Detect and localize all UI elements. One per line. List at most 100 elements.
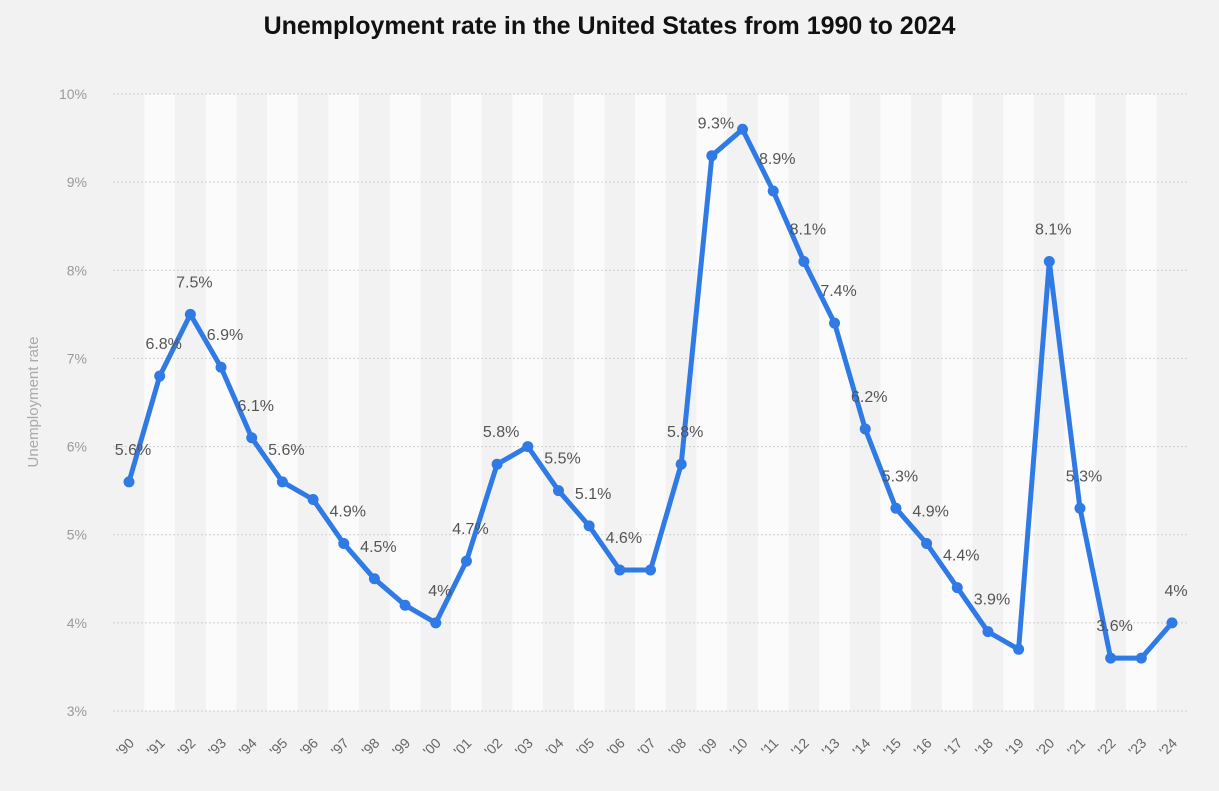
data-label: 5.8% xyxy=(483,424,519,441)
x-tick-label: '17 xyxy=(941,735,965,759)
x-tick-label: '98 xyxy=(358,735,382,759)
column-band xyxy=(635,94,666,711)
data-point xyxy=(1166,617,1178,629)
data-point xyxy=(552,485,564,497)
data-points xyxy=(123,123,1178,664)
x-tick-label: '22 xyxy=(1095,735,1119,759)
column-band xyxy=(481,94,513,711)
column-band xyxy=(113,94,145,711)
x-tick-label: '91 xyxy=(144,735,168,759)
data-label: 5.8% xyxy=(667,424,703,441)
data-label: 8.1% xyxy=(1035,221,1071,238)
data-point xyxy=(246,432,258,444)
data-label: 4.6% xyxy=(606,530,642,547)
x-tick-label: '90 xyxy=(113,735,137,759)
data-label: 3.9% xyxy=(974,592,1010,609)
x-tick-label: '00 xyxy=(420,735,444,759)
data-point xyxy=(338,538,350,550)
column-band xyxy=(1125,94,1157,711)
x-tick-label: '92 xyxy=(174,735,198,759)
y-tick-label: 10% xyxy=(59,86,87,102)
y-tick-label: 7% xyxy=(67,350,87,366)
x-tick-label: '14 xyxy=(849,735,873,759)
data-label: 5.3% xyxy=(1066,468,1102,485)
column-band xyxy=(236,94,268,711)
data-point xyxy=(1105,652,1117,664)
data-point xyxy=(276,476,288,488)
column-band xyxy=(819,94,850,711)
data-label: 6.2% xyxy=(851,389,887,406)
chart-title: Unemployment rate in the United States f… xyxy=(263,12,956,40)
data-point xyxy=(123,476,135,488)
y-tick-label: 3% xyxy=(67,703,87,719)
data-labels: 5.6% 6.8% 7.5% 6.9% 6.1% 5.6% 4.9% 4.5% 4% 4.7% 5.… xyxy=(115,116,1188,635)
column-band xyxy=(911,94,942,711)
data-label: 4.9% xyxy=(912,504,948,521)
data-point xyxy=(829,317,841,329)
x-axis-ticks: '90 '91'92 '93 '94'95 '96 '97'98 '99 '00'01 '02 '… xyxy=(113,735,1180,759)
x-tick-label: '12 xyxy=(788,735,812,759)
column-band xyxy=(389,94,421,711)
x-tick-label: '20 xyxy=(1033,735,1057,759)
column-band xyxy=(297,94,329,711)
x-tick-label: '95 xyxy=(266,735,290,759)
column-band xyxy=(420,94,452,711)
column-band xyxy=(573,94,605,711)
y-tick-label: 9% xyxy=(67,174,87,190)
x-tick-label: '97 xyxy=(328,735,352,759)
x-tick-label: '07 xyxy=(634,735,658,759)
data-point xyxy=(859,423,871,435)
data-label: 5.1% xyxy=(575,486,611,503)
x-tick-label: '94 xyxy=(236,735,260,759)
column-band xyxy=(788,94,820,711)
data-label: 8.9% xyxy=(759,151,795,168)
x-tick-label: '96 xyxy=(297,735,321,759)
y-axis-ticks: 3% 4% 5% 6% 7% 8% 9% 10% xyxy=(59,86,87,719)
data-label: 9.3% xyxy=(698,116,734,133)
column-bands xyxy=(113,94,1188,711)
data-point xyxy=(522,441,534,453)
data-label: 4.4% xyxy=(943,548,979,565)
data-label: 3.6% xyxy=(1096,618,1132,635)
data-point xyxy=(798,255,810,267)
column-band xyxy=(543,94,574,711)
gridlines xyxy=(113,93,1188,712)
column-band xyxy=(267,94,298,711)
data-point xyxy=(460,555,472,567)
data-point xyxy=(982,626,994,638)
data-label: 4.7% xyxy=(452,521,488,538)
x-tick-label: '93 xyxy=(205,735,229,759)
column-band xyxy=(1064,94,1096,711)
data-point xyxy=(614,564,626,576)
x-tick-label: '08 xyxy=(665,735,689,759)
column-band xyxy=(1156,94,1188,711)
data-label: 4.9% xyxy=(330,504,366,521)
data-point xyxy=(368,573,380,585)
data-point xyxy=(737,123,749,135)
column-band xyxy=(359,94,390,711)
data-label: 5.3% xyxy=(882,468,918,485)
x-tick-label: '23 xyxy=(1125,735,1149,759)
data-point xyxy=(706,150,718,162)
data-label: 6.1% xyxy=(237,398,273,415)
data-point xyxy=(1074,502,1086,514)
column-band xyxy=(665,94,697,711)
x-tick-label: '15 xyxy=(880,735,904,759)
data-point xyxy=(583,520,595,532)
data-point xyxy=(1043,255,1055,267)
x-tick-label: '21 xyxy=(1064,735,1088,759)
x-tick-label: '06 xyxy=(604,735,628,759)
data-point xyxy=(951,582,963,594)
data-point xyxy=(430,617,442,629)
x-tick-label: '04 xyxy=(542,735,566,759)
data-point xyxy=(1135,652,1147,664)
column-band xyxy=(175,94,206,711)
column-band xyxy=(328,94,360,711)
column-band xyxy=(696,94,728,711)
y-tick-label: 8% xyxy=(67,262,87,278)
data-point xyxy=(491,458,503,470)
data-label: 4% xyxy=(428,583,451,600)
data-point xyxy=(184,308,196,320)
data-point xyxy=(154,370,166,382)
